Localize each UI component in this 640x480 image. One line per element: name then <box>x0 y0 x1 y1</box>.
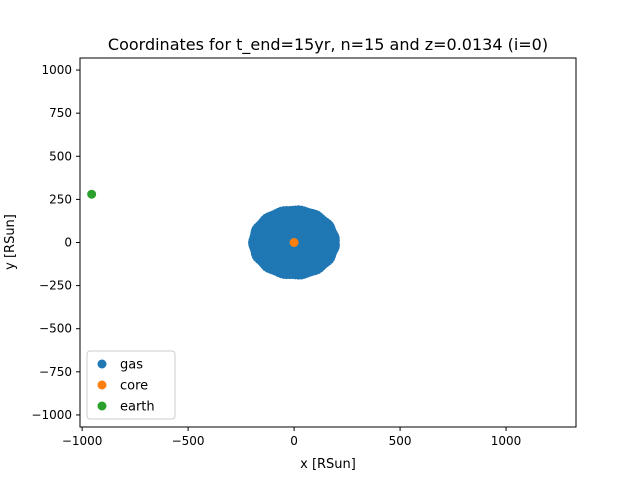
y-tick-label: 750 <box>49 106 72 120</box>
x-tick-label: 500 <box>389 434 412 448</box>
y-tick-label: −500 <box>39 322 72 336</box>
legend-box <box>86 350 176 420</box>
y-tick-label: 0 <box>64 236 72 250</box>
legend-label-earth: earth <box>120 400 155 415</box>
y-tick-label: −1000 <box>31 408 72 422</box>
x-tick-label: −500 <box>172 434 205 448</box>
chart-title: Coordinates for t_end=15yr, n=15 and z=0… <box>108 35 548 55</box>
legend-label-gas: gas <box>120 358 143 373</box>
legend-label-core: core <box>120 379 148 394</box>
y-tick-label: 250 <box>49 192 72 206</box>
x-tick-label: 0 <box>290 434 298 448</box>
legend-marker-core <box>97 380 107 390</box>
x-tick-label: 1000 <box>491 434 522 448</box>
y-axis: −1000 −750 −500 −250 0 250 500 750 1000 <box>31 63 80 422</box>
x-axis: −1000 −500 0 500 1000 <box>62 427 522 448</box>
y-tick-label: −750 <box>39 365 72 379</box>
series-core-point <box>289 238 299 247</box>
y-tick-label: −250 <box>39 279 72 293</box>
x-axis-label: x [RSun] <box>300 457 356 472</box>
y-tick-label: 500 <box>49 149 72 163</box>
legend-marker-earth <box>97 401 107 411</box>
series-earth-point <box>87 189 97 199</box>
plot-area <box>87 189 340 280</box>
y-tick-label: 1000 <box>41 63 72 77</box>
y-axis-label: y [RSun] <box>3 214 18 270</box>
x-tick-label: −1000 <box>62 434 103 448</box>
legend: gas core earth <box>86 350 176 420</box>
legend-marker-gas <box>97 359 107 369</box>
series-gas-point <box>333 237 340 244</box>
axes-frame <box>79 57 577 428</box>
